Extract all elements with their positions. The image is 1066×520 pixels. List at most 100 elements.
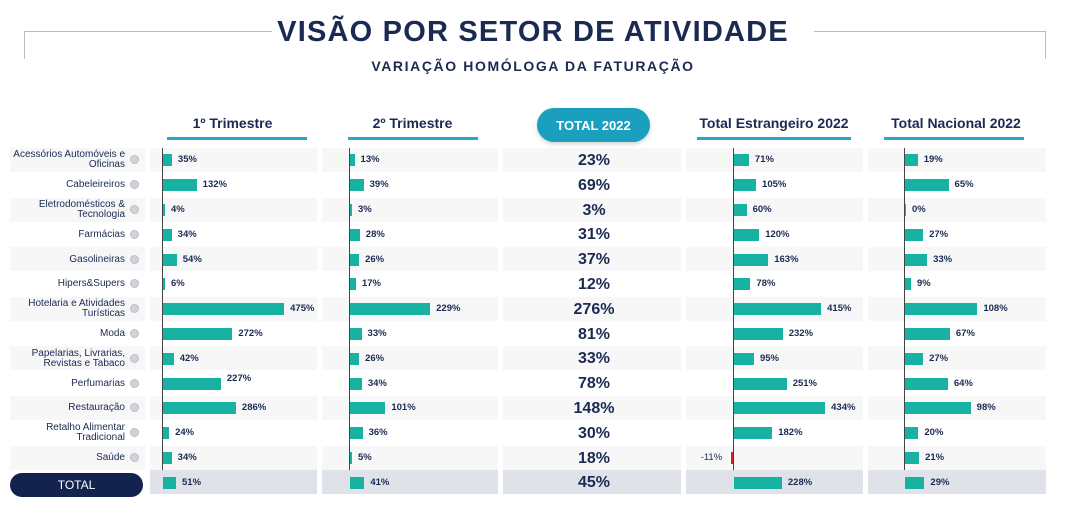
data-label: 415% bbox=[827, 303, 852, 315]
data-label: 6% bbox=[171, 278, 185, 290]
data-label: 3% bbox=[358, 204, 372, 215]
total-2022-value: 45% bbox=[577, 474, 611, 492]
bar bbox=[734, 476, 782, 489]
bar bbox=[905, 204, 906, 216]
row-band bbox=[10, 247, 1046, 272]
bar bbox=[734, 402, 826, 415]
data-label: 227% bbox=[226, 372, 252, 384]
data-label: 28% bbox=[365, 228, 385, 240]
data-label: 27% bbox=[929, 228, 949, 240]
data-label: 54% bbox=[182, 253, 202, 265]
column-separator bbox=[317, 146, 322, 496]
bar bbox=[905, 253, 928, 266]
chart-title: VISÃO POR SETOR DE ATIVIDADE bbox=[277, 16, 789, 48]
row-label: Moda bbox=[99, 327, 125, 339]
row-dot-icon bbox=[130, 279, 139, 289]
data-label: 34% bbox=[177, 452, 197, 463]
bar bbox=[163, 303, 285, 316]
data-label: 33% bbox=[933, 253, 953, 265]
bar bbox=[734, 303, 822, 316]
data-label: 229% bbox=[436, 303, 461, 315]
bar bbox=[905, 154, 918, 167]
zero-axis-5 bbox=[904, 148, 905, 471]
bar bbox=[163, 476, 176, 489]
bar bbox=[163, 402, 236, 415]
data-label: 64% bbox=[953, 377, 973, 389]
data-label: -11% bbox=[700, 452, 723, 463]
row-dot-icon bbox=[130, 428, 139, 438]
data-label: 19% bbox=[923, 154, 943, 166]
row-label: Retalho Alimentar Tradicional bbox=[46, 422, 125, 444]
total-2022-value: 69% bbox=[577, 176, 611, 194]
total-2022-value: 81% bbox=[577, 325, 611, 343]
data-label: 24% bbox=[175, 427, 195, 439]
total-2022-header: TOTAL 2022 bbox=[537, 108, 650, 142]
data-label: 17% bbox=[361, 278, 381, 290]
data-label: 5% bbox=[358, 452, 372, 463]
zero-axis-4 bbox=[733, 148, 734, 471]
frame-line-left bbox=[24, 31, 272, 32]
data-label: 272% bbox=[238, 328, 263, 339]
bar bbox=[734, 179, 757, 192]
data-label: 98% bbox=[976, 402, 996, 414]
bar bbox=[730, 452, 733, 464]
column-underline-1 bbox=[167, 137, 307, 140]
data-label: 251% bbox=[792, 377, 818, 389]
row-band bbox=[10, 197, 1046, 222]
data-label: 0% bbox=[912, 204, 926, 215]
frame-line-right-drop bbox=[1045, 31, 1046, 59]
row-dot-icon bbox=[130, 205, 139, 214]
data-label: 286% bbox=[241, 402, 267, 414]
bar bbox=[905, 476, 925, 489]
bar bbox=[905, 328, 950, 340]
row-label: Restauração bbox=[68, 402, 125, 414]
data-label: 228% bbox=[787, 476, 813, 488]
bar bbox=[905, 377, 948, 390]
data-label: 105% bbox=[762, 179, 787, 191]
total-2022-value: 78% bbox=[577, 375, 611, 393]
column-header-5: Total Nacional 2022 bbox=[891, 115, 1021, 131]
bar bbox=[905, 179, 949, 192]
row-label: Cabeleireiros bbox=[66, 179, 125, 191]
row-dot-icon bbox=[130, 353, 139, 363]
row-dot-icon bbox=[130, 155, 139, 165]
bar bbox=[350, 179, 364, 192]
bar bbox=[734, 427, 773, 440]
total-2022-value: 3% bbox=[582, 201, 606, 219]
data-label: 108% bbox=[983, 303, 1008, 315]
data-label: 95% bbox=[759, 352, 779, 364]
data-label: 60% bbox=[752, 204, 772, 215]
column-underline-5 bbox=[884, 137, 1024, 140]
bar bbox=[163, 204, 165, 216]
total-2022-value: 148% bbox=[573, 400, 615, 417]
bar bbox=[734, 154, 749, 167]
bar bbox=[350, 328, 362, 340]
row-dot-icon bbox=[130, 403, 139, 413]
row-dot-icon bbox=[130, 453, 139, 462]
bar bbox=[734, 228, 760, 241]
total-row-label: TOTAL bbox=[10, 473, 143, 497]
data-label: 78% bbox=[756, 278, 776, 290]
bar bbox=[734, 328, 783, 340]
bar bbox=[350, 204, 352, 216]
row-band bbox=[147, 470, 1046, 495]
row-dot-icon bbox=[130, 254, 139, 264]
bar bbox=[163, 427, 170, 440]
data-label: 51% bbox=[182, 476, 202, 488]
data-label: 39% bbox=[369, 179, 389, 191]
bar bbox=[350, 377, 362, 390]
bar bbox=[905, 427, 919, 440]
data-label: 34% bbox=[177, 228, 197, 240]
bar bbox=[350, 278, 356, 291]
row-label: Farmácias bbox=[78, 228, 125, 240]
data-label: 21% bbox=[925, 452, 945, 463]
row-dot-icon bbox=[130, 229, 139, 239]
row-dot-icon bbox=[130, 329, 139, 338]
bar bbox=[350, 402, 386, 415]
frame-line-left-drop bbox=[24, 31, 25, 59]
bar bbox=[350, 303, 431, 316]
bar bbox=[350, 228, 360, 241]
data-label: 475% bbox=[290, 303, 315, 315]
bar bbox=[350, 154, 355, 167]
data-label: 182% bbox=[778, 427, 803, 439]
